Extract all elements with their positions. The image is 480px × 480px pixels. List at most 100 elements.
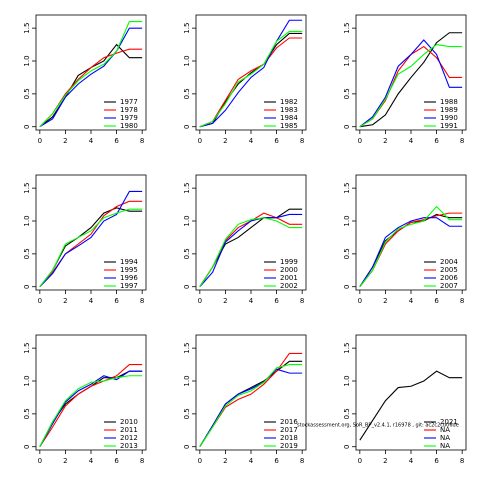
y-tick-label: 1.0 xyxy=(183,375,191,386)
legend-label: 1988 xyxy=(440,98,458,106)
legend-label: 1995 xyxy=(120,266,138,274)
y-tick-label: 1.5 xyxy=(343,23,351,34)
series-line xyxy=(199,37,303,128)
x-tick-label: 4 xyxy=(249,457,254,465)
y-tick-label: 1.0 xyxy=(343,215,351,226)
legend-label: 2006 xyxy=(440,274,458,282)
y-tick-label: 1.0 xyxy=(183,55,191,66)
series-line xyxy=(199,368,303,447)
series-line xyxy=(359,370,463,441)
y-tick-label: 1.0 xyxy=(183,215,191,226)
series-line xyxy=(359,32,463,128)
y-tick-label: 0 xyxy=(343,124,351,128)
y-tick-label: 0.5 xyxy=(183,248,191,259)
y-tick-label: 1.0 xyxy=(343,55,351,66)
x-tick-label: 6 xyxy=(274,297,279,305)
x-tick-label: 6 xyxy=(434,457,439,465)
series-line xyxy=(39,370,143,447)
y-tick-label: 0.5 xyxy=(343,88,351,99)
x-tick-label: 2 xyxy=(383,137,387,145)
legend-label: 1989 xyxy=(440,106,458,114)
legend-label: 1983 xyxy=(280,106,298,114)
legend-label: 1979 xyxy=(120,114,138,122)
legend-label: 2017 xyxy=(280,426,298,434)
x-tick-label: 4 xyxy=(409,297,414,305)
series-line xyxy=(199,19,303,128)
y-tick-label: 0 xyxy=(343,444,351,448)
series-line xyxy=(39,21,143,128)
legend-label: 1978 xyxy=(120,106,138,114)
series-line xyxy=(39,375,143,447)
legend-label: 2005 xyxy=(440,266,458,274)
legend-label: 2013 xyxy=(120,442,138,450)
legend-label: 1984 xyxy=(280,114,298,122)
x-tick-label: 0 xyxy=(358,137,362,145)
legend-label: 2016 xyxy=(280,418,298,426)
footnote: stockassessment.org, SoR_BP_v2.4.1, r169… xyxy=(297,423,459,429)
y-tick-label: 0.5 xyxy=(343,248,351,259)
legend-label: 2001 xyxy=(280,274,298,282)
y-tick-label: 1.5 xyxy=(23,23,31,34)
legend-label: 1991 xyxy=(440,122,458,130)
y-tick-label: 1.5 xyxy=(343,183,351,194)
x-tick-label: 0 xyxy=(38,137,42,145)
x-tick-label: 4 xyxy=(89,297,94,305)
x-tick-label: 4 xyxy=(249,297,254,305)
legend-label: 2010 xyxy=(120,418,138,426)
x-tick-label: 6 xyxy=(114,137,119,145)
legend-label: 2021 xyxy=(440,418,458,426)
series-line xyxy=(359,205,463,288)
x-tick-label: 0 xyxy=(198,137,202,145)
y-tick-label: 1.0 xyxy=(23,55,31,66)
legend-label: 2019 xyxy=(280,442,298,450)
y-tick-label: 1.0 xyxy=(23,375,31,386)
x-tick-label: 0 xyxy=(38,457,42,465)
legend-label: 1990 xyxy=(440,114,458,122)
series-line xyxy=(199,213,303,288)
legend-label: 2002 xyxy=(280,282,298,290)
y-tick-label: 0 xyxy=(183,124,191,128)
x-tick-label: 2 xyxy=(223,457,227,465)
y-tick-label: 1.0 xyxy=(23,215,31,226)
legend-label: 1977 xyxy=(120,98,138,106)
x-tick-label: 6 xyxy=(274,457,279,465)
x-tick-label: 2 xyxy=(63,457,67,465)
series-line xyxy=(359,39,463,128)
x-tick-label: 6 xyxy=(434,297,439,305)
legend-label: NA xyxy=(440,442,450,450)
y-tick-label: 1.5 xyxy=(23,183,31,194)
series-line xyxy=(39,27,143,128)
y-tick-label: 1.5 xyxy=(23,343,31,354)
legend-label: 2004 xyxy=(440,258,458,266)
series-line xyxy=(199,217,303,288)
legend-label: 1994 xyxy=(120,258,138,266)
x-tick-label: 2 xyxy=(63,137,67,145)
legend-label: 2007 xyxy=(440,282,458,290)
x-tick-label: 2 xyxy=(383,457,387,465)
legend-label: 1980 xyxy=(120,122,138,130)
y-tick-label: 0 xyxy=(23,444,31,448)
x-tick-label: 6 xyxy=(274,137,279,145)
x-tick-label: 8 xyxy=(300,457,304,465)
x-tick-label: 0 xyxy=(358,297,362,305)
legend-label: 1982 xyxy=(280,98,298,106)
y-tick-label: 1.0 xyxy=(343,375,351,386)
y-tick-label: 0 xyxy=(343,284,351,288)
x-tick-label: 0 xyxy=(198,457,202,465)
y-tick-label: 0 xyxy=(183,284,191,288)
x-tick-label: 8 xyxy=(300,297,304,305)
x-tick-label: 8 xyxy=(460,137,464,145)
x-tick-label: 4 xyxy=(409,457,414,465)
x-tick-label: 0 xyxy=(38,297,42,305)
y-tick-label: 0.5 xyxy=(343,408,351,419)
x-tick-label: 0 xyxy=(358,457,362,465)
legend-label: 2011 xyxy=(120,426,138,434)
series-line xyxy=(39,364,143,448)
y-tick-label: 1.5 xyxy=(343,343,351,354)
y-tick-label: 0 xyxy=(183,444,191,448)
y-tick-label: 0.5 xyxy=(23,248,31,259)
y-tick-label: 1.5 xyxy=(183,23,191,34)
x-tick-label: 4 xyxy=(249,137,254,145)
series-line xyxy=(199,364,303,448)
series-line xyxy=(359,43,463,128)
